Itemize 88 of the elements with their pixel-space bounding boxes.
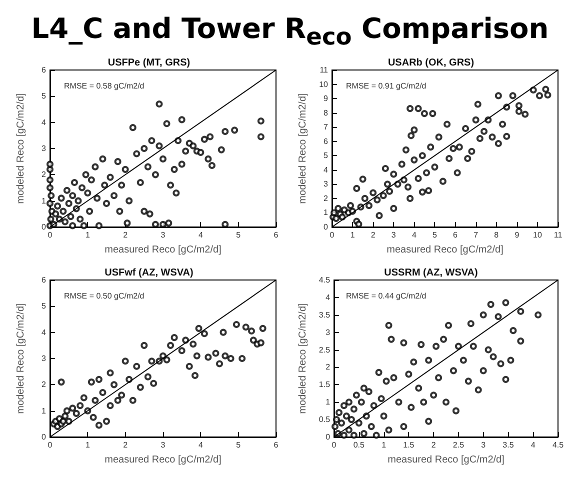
y-tick-label: 0 — [42, 432, 47, 442]
y-tick-label: 2 — [326, 362, 331, 372]
y-tick-label: 2.5 — [318, 345, 331, 354]
x-tick-label: 0 — [48, 440, 53, 450]
x-tick-label: 0.5 — [353, 440, 366, 450]
x-tick-label: 3 — [391, 230, 396, 240]
x-tick-label: 3 — [160, 440, 166, 450]
chart-title: L4_C and Tower R$_{eco}$ Comparison — [30, 11, 550, 51]
x-tick-label: 6 — [274, 230, 279, 240]
x-axis-title: measured Reco [gC/m2/d] — [104, 454, 222, 466]
x-tick-label: 1 — [350, 230, 356, 240]
x-tick-label: 2 — [123, 230, 128, 240]
x-tick-label: 1 — [85, 440, 90, 450]
y-axis-title: modeled Reco [gC/m2/d] — [298, 92, 308, 204]
x-axis-title: measured Reco [gC/m2/d] — [388, 454, 505, 466]
x-tick-label: 4 — [530, 440, 536, 450]
chart-subtitle: USFPe (MT, GRS) — [108, 58, 190, 68]
x-tick-label: 11 — [554, 230, 563, 240]
y-axis-title: modeled Reco [gC/m2/d] — [16, 302, 26, 414]
annotation: RMSE = 0.91 gC/m2/d — [346, 82, 426, 90]
y-tick-label: 2 — [42, 170, 47, 180]
x-tick-label: 6 — [274, 440, 279, 450]
x-tick-label: 7 — [474, 230, 479, 240]
x-tick-label: 3 — [481, 440, 486, 450]
x-tick-label: 5 — [236, 440, 242, 450]
y-tick-label: 1 — [42, 406, 47, 416]
y-tick-label: 6 — [42, 276, 47, 284]
x-tick-label: 1 — [85, 230, 90, 240]
y-tick-label: 0 — [326, 432, 331, 442]
y-tick-label: 4 — [42, 118, 47, 127]
x-axis-title: measured Reco [gC/m2/d] — [104, 244, 222, 256]
y-tick-label: 1 — [42, 196, 47, 206]
y-tick-label: 3 — [326, 328, 331, 337]
y-tick-label: 8 — [324, 108, 329, 118]
y-tick-label: 6 — [324, 136, 329, 146]
y-tick-label: 1 — [326, 398, 331, 407]
x-tick-label: 2 — [123, 440, 128, 450]
x-tick-label: 2 — [370, 230, 376, 240]
y-tick-label: 0.5 — [318, 415, 331, 424]
y-tick-label: 5 — [42, 302, 47, 311]
y-tick-label: 0 — [324, 222, 329, 232]
y-tick-label: 11 — [320, 66, 329, 74]
x-tick-label: 2.5 — [452, 440, 465, 450]
annotation: RMSE = 0.44 gC/m2/d — [346, 292, 426, 300]
y-tick-label: 6 — [42, 66, 47, 74]
x-tick-label: 5 — [236, 230, 242, 240]
y-tick-label: 9 — [324, 94, 329, 104]
x-tick-label: 9 — [514, 230, 520, 240]
x-axis-title: measured Reco [gC/m2/d] — [386, 244, 504, 256]
y-tick-label: 1 — [324, 208, 329, 218]
x-tick-label: 3 — [160, 230, 166, 240]
y-tick-label: 3 — [42, 144, 47, 153]
y-tick-label: 4 — [42, 328, 47, 337]
x-tick-label: 4 — [198, 230, 204, 240]
x-tick-label: 10 — [533, 230, 542, 240]
y-tick-label: 4 — [324, 165, 329, 174]
y-tick-label: 7 — [324, 122, 329, 132]
y-tick-label: 4 — [326, 292, 331, 302]
x-tick-label: 4 — [198, 440, 204, 450]
y-tick-label: 3.5 — [318, 310, 331, 320]
chart-title: USARb (OK, GRS) — [388, 58, 474, 68]
x-tick-label: 8 — [494, 230, 500, 240]
x-tick-label: 5 — [432, 230, 438, 240]
x-tick-label: 4 — [412, 230, 417, 240]
y-tick-label: 2 — [42, 380, 47, 390]
y-tick-label: 3 — [42, 354, 47, 363]
y-tick-label: 4.5 — [318, 276, 331, 284]
y-axis-title: modeled Reco [gC/m2/d] — [298, 302, 308, 414]
x-tick-label: 0 — [48, 230, 53, 240]
annotation: RMSE = 0.50 gC/m2/d — [64, 292, 144, 300]
annotation: RMSE = 0.58 gC/m2/d — [64, 82, 144, 90]
chart-title: USSRM (AZ, WSVA) — [384, 268, 478, 278]
y-tick-label: 3 — [324, 180, 329, 189]
x-tick-label: 2 — [431, 440, 436, 450]
x-tick-label: 3.5 — [502, 440, 514, 450]
y-tick-label: 0 — [42, 222, 47, 232]
x-tick-label: 1 — [382, 440, 387, 450]
y-tick-label: 10 — [319, 80, 329, 89]
y-tick-label: 5 — [42, 92, 47, 101]
y-tick-label: 5 — [324, 151, 329, 160]
x-tick-label: 0 — [332, 440, 337, 450]
y-axis-title: modeled Reco [gC/m2/d] — [16, 92, 26, 204]
chart-title: USFwf (AZ, WSVA) — [104, 268, 194, 278]
x-tick-label: 4.5 — [552, 440, 564, 450]
x-tick-label: 1.5 — [403, 440, 415, 450]
y-tick-label: 1.5 — [318, 380, 331, 390]
x-tick-label: 6 — [453, 230, 458, 240]
y-tick-label: 2 — [324, 194, 329, 203]
